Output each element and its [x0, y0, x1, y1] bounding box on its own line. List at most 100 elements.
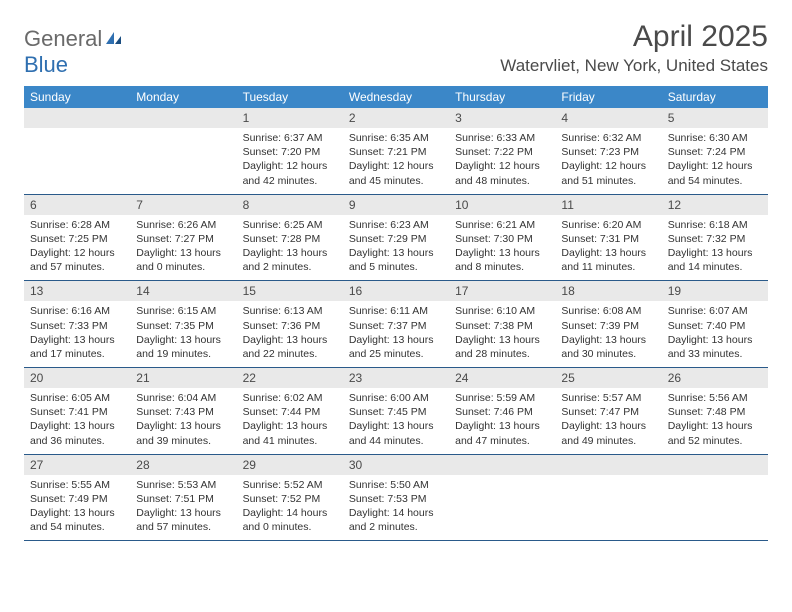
day-number: 20 [24, 368, 130, 388]
day-cell: 15Sunrise: 6:13 AMSunset: 7:36 PMDayligh… [237, 281, 343, 368]
day-details: Sunrise: 6:07 AMSunset: 7:40 PMDaylight:… [662, 301, 768, 367]
day-header: Wednesday [343, 86, 449, 108]
day-cell: 11Sunrise: 6:20 AMSunset: 7:31 PMDayligh… [555, 194, 661, 281]
day-cell: 2Sunrise: 6:35 AMSunset: 7:21 PMDaylight… [343, 108, 449, 194]
day-cell: 20Sunrise: 6:05 AMSunset: 7:41 PMDayligh… [24, 368, 130, 455]
week-row: 13Sunrise: 6:16 AMSunset: 7:33 PMDayligh… [24, 281, 768, 368]
calendar-page: GeneralBlue April 2025 Watervliet, New Y… [0, 0, 792, 561]
day-details: Sunrise: 5:59 AMSunset: 7:46 PMDaylight:… [449, 388, 555, 454]
day-details: Sunrise: 6:28 AMSunset: 7:25 PMDaylight:… [24, 215, 130, 281]
day-cell: 25Sunrise: 5:57 AMSunset: 7:47 PMDayligh… [555, 368, 661, 455]
day-number: 7 [130, 195, 236, 215]
day-number: 30 [343, 455, 449, 475]
day-header: Friday [555, 86, 661, 108]
title-block: April 2025 Watervliet, New York, United … [500, 20, 768, 76]
day-number: 4 [555, 108, 661, 128]
day-number: 9 [343, 195, 449, 215]
day-details: Sunrise: 6:30 AMSunset: 7:24 PMDaylight:… [662, 128, 768, 194]
day-cell [130, 108, 236, 194]
empty-day-number [555, 455, 661, 475]
day-details: Sunrise: 6:05 AMSunset: 7:41 PMDaylight:… [24, 388, 130, 454]
day-number: 18 [555, 281, 661, 301]
day-number: 1 [237, 108, 343, 128]
day-details: Sunrise: 6:18 AMSunset: 7:32 PMDaylight:… [662, 215, 768, 281]
day-number: 11 [555, 195, 661, 215]
day-details: Sunrise: 6:25 AMSunset: 7:28 PMDaylight:… [237, 215, 343, 281]
day-details: Sunrise: 6:35 AMSunset: 7:21 PMDaylight:… [343, 128, 449, 194]
day-cell: 9Sunrise: 6:23 AMSunset: 7:29 PMDaylight… [343, 194, 449, 281]
day-number: 13 [24, 281, 130, 301]
day-header: Tuesday [237, 86, 343, 108]
day-cell: 14Sunrise: 6:15 AMSunset: 7:35 PMDayligh… [130, 281, 236, 368]
day-details: Sunrise: 6:11 AMSunset: 7:37 PMDaylight:… [343, 301, 449, 367]
logo-sail-icon [104, 26, 124, 52]
day-details: Sunrise: 6:02 AMSunset: 7:44 PMDaylight:… [237, 388, 343, 454]
day-cell: 26Sunrise: 5:56 AMSunset: 7:48 PMDayligh… [662, 368, 768, 455]
day-number: 14 [130, 281, 236, 301]
calendar-table: Sunday Monday Tuesday Wednesday Thursday… [24, 86, 768, 541]
day-details: Sunrise: 5:57 AMSunset: 7:47 PMDaylight:… [555, 388, 661, 454]
day-number: 6 [24, 195, 130, 215]
location: Watervliet, New York, United States [500, 56, 768, 76]
day-details: Sunrise: 6:23 AMSunset: 7:29 PMDaylight:… [343, 215, 449, 281]
header: GeneralBlue April 2025 Watervliet, New Y… [24, 20, 768, 78]
day-details: Sunrise: 5:53 AMSunset: 7:51 PMDaylight:… [130, 475, 236, 541]
day-number: 19 [662, 281, 768, 301]
day-number: 24 [449, 368, 555, 388]
empty-day-body [449, 475, 555, 533]
day-number: 21 [130, 368, 236, 388]
day-details: Sunrise: 6:37 AMSunset: 7:20 PMDaylight:… [237, 128, 343, 194]
day-cell: 28Sunrise: 5:53 AMSunset: 7:51 PMDayligh… [130, 454, 236, 541]
day-details: Sunrise: 6:04 AMSunset: 7:43 PMDaylight:… [130, 388, 236, 454]
day-details: Sunrise: 6:15 AMSunset: 7:35 PMDaylight:… [130, 301, 236, 367]
week-row: 20Sunrise: 6:05 AMSunset: 7:41 PMDayligh… [24, 368, 768, 455]
day-cell: 6Sunrise: 6:28 AMSunset: 7:25 PMDaylight… [24, 194, 130, 281]
day-cell [449, 454, 555, 541]
day-details: Sunrise: 5:50 AMSunset: 7:53 PMDaylight:… [343, 475, 449, 541]
day-number: 5 [662, 108, 768, 128]
day-cell: 13Sunrise: 6:16 AMSunset: 7:33 PMDayligh… [24, 281, 130, 368]
empty-day-number [662, 455, 768, 475]
day-number: 16 [343, 281, 449, 301]
day-details: Sunrise: 5:56 AMSunset: 7:48 PMDaylight:… [662, 388, 768, 454]
day-cell: 22Sunrise: 6:02 AMSunset: 7:44 PMDayligh… [237, 368, 343, 455]
day-number: 23 [343, 368, 449, 388]
day-number: 2 [343, 108, 449, 128]
day-cell: 7Sunrise: 6:26 AMSunset: 7:27 PMDaylight… [130, 194, 236, 281]
day-header: Thursday [449, 86, 555, 108]
empty-day-number [449, 455, 555, 475]
day-number: 22 [237, 368, 343, 388]
day-number: 17 [449, 281, 555, 301]
day-cell [662, 454, 768, 541]
month-title: April 2025 [500, 20, 768, 54]
empty-day-number [130, 108, 236, 128]
day-number: 25 [555, 368, 661, 388]
day-cell [24, 108, 130, 194]
day-cell: 29Sunrise: 5:52 AMSunset: 7:52 PMDayligh… [237, 454, 343, 541]
day-cell [555, 454, 661, 541]
day-cell: 3Sunrise: 6:33 AMSunset: 7:22 PMDaylight… [449, 108, 555, 194]
empty-day-body [555, 475, 661, 533]
day-cell: 1Sunrise: 6:37 AMSunset: 7:20 PMDaylight… [237, 108, 343, 194]
day-cell: 30Sunrise: 5:50 AMSunset: 7:53 PMDayligh… [343, 454, 449, 541]
week-row: 27Sunrise: 5:55 AMSunset: 7:49 PMDayligh… [24, 454, 768, 541]
day-details: Sunrise: 5:55 AMSunset: 7:49 PMDaylight:… [24, 475, 130, 541]
day-cell: 23Sunrise: 6:00 AMSunset: 7:45 PMDayligh… [343, 368, 449, 455]
day-number: 28 [130, 455, 236, 475]
logo-text-part1: General [24, 26, 102, 51]
day-cell: 17Sunrise: 6:10 AMSunset: 7:38 PMDayligh… [449, 281, 555, 368]
day-number: 15 [237, 281, 343, 301]
day-details: Sunrise: 6:20 AMSunset: 7:31 PMDaylight:… [555, 215, 661, 281]
day-cell: 10Sunrise: 6:21 AMSunset: 7:30 PMDayligh… [449, 194, 555, 281]
logo-text-part2: Blue [24, 52, 68, 77]
empty-day-body [24, 128, 130, 186]
day-cell: 12Sunrise: 6:18 AMSunset: 7:32 PMDayligh… [662, 194, 768, 281]
empty-day-number [24, 108, 130, 128]
day-cell: 18Sunrise: 6:08 AMSunset: 7:39 PMDayligh… [555, 281, 661, 368]
day-cell: 27Sunrise: 5:55 AMSunset: 7:49 PMDayligh… [24, 454, 130, 541]
day-header: Monday [130, 86, 236, 108]
day-header: Saturday [662, 86, 768, 108]
calendar-body: 1Sunrise: 6:37 AMSunset: 7:20 PMDaylight… [24, 108, 768, 541]
empty-day-body [130, 128, 236, 186]
day-details: Sunrise: 6:13 AMSunset: 7:36 PMDaylight:… [237, 301, 343, 367]
